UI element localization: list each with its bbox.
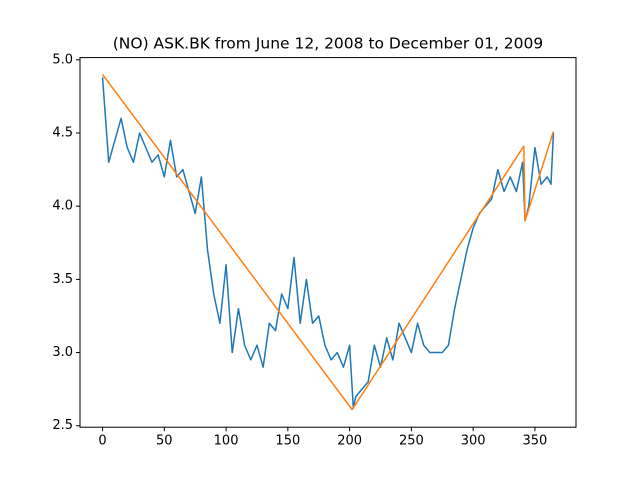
series-line [101,73,555,411]
y-tick-label: 4.0 [52,199,73,214]
x-tick-label: 350 [523,434,548,449]
y-tick-label: 2.5 [52,418,73,433]
axes-frame [79,57,577,428]
series-line [101,77,555,409]
chart-title: (NO) ASK.BK from June 12, 2008 to Decemb… [113,35,544,53]
x-tick-label: 100 [214,434,239,449]
x-tick-label: 50 [156,434,173,449]
x-tick-label: 150 [275,434,300,449]
x-tick-label: 200 [337,434,362,449]
x-tick-label: 300 [461,434,486,449]
y-tick-label: 4.5 [52,125,73,140]
x-tick-label: 0 [98,434,106,449]
y-tick-label: 5.0 [52,52,73,67]
y-tick-label: 3.5 [52,272,73,287]
x-tick-label: 250 [399,434,424,449]
y-tick-label: 3.0 [52,345,73,360]
